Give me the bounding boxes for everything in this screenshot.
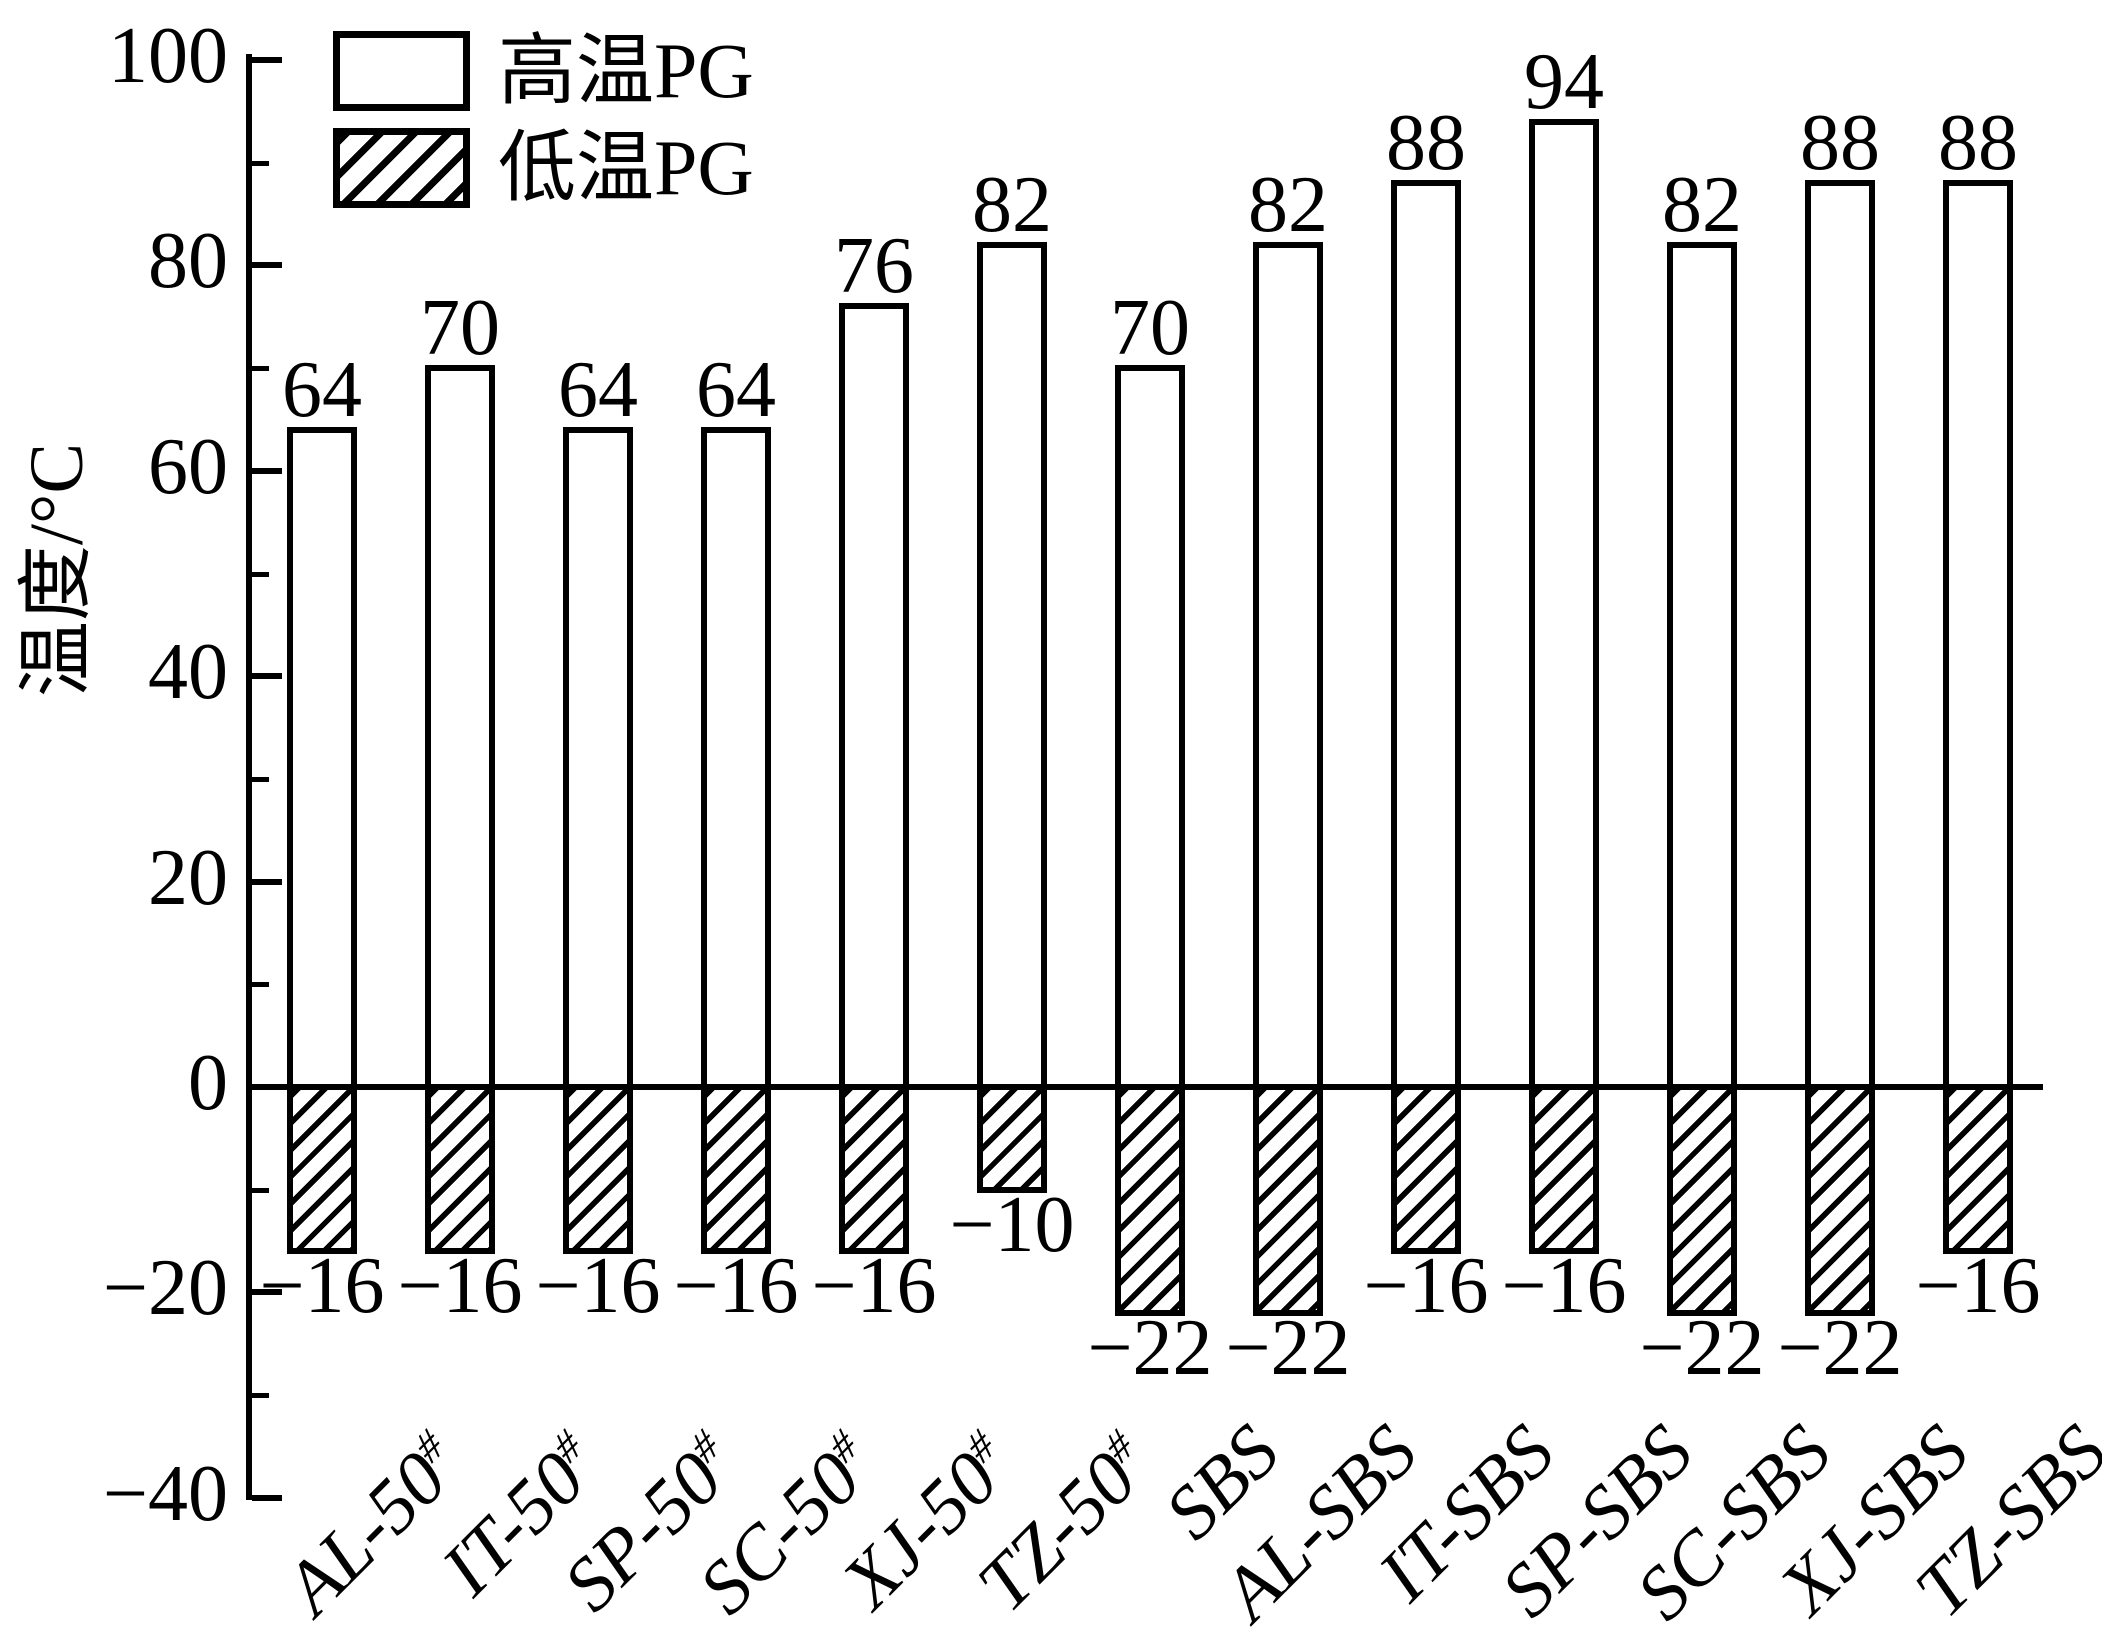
legend-label-high-pg: 高温PG [498,27,754,114]
bar-value-label-low: −16 [259,1242,385,1331]
y-tick-major [252,878,282,885]
y-tick-minor [252,776,269,782]
bar-high-pg [1391,180,1461,1090]
y-tick-minor [252,366,269,372]
legend-item-high-pg: 高温PG [333,30,754,112]
bar-value-label-high: 94 [1524,37,1604,126]
bar-value-label-high: 70 [1110,284,1190,373]
bar-high-pg [1529,118,1599,1090]
y-axis-title: 温度/°C [15,442,99,698]
bar-value-label-high: 70 [420,284,500,373]
y-tick-label: 0 [188,1039,228,1127]
bar-high-pg [1667,241,1737,1090]
y-tick-label: 60 [148,422,228,511]
legend-swatch-solid [333,31,470,111]
bar-low-pg [701,1084,771,1255]
bar-value-label-high: 88 [1800,99,1880,188]
bar-high-pg [563,426,633,1090]
bar-value-label-low: −22 [1777,1303,1903,1392]
bar-value-label-high: 88 [1938,99,2018,188]
bar-value-label-low: −16 [811,1242,937,1331]
bar-low-pg [425,1084,495,1255]
bar-low-pg [1805,1084,1875,1316]
legend-swatch-hatched [333,128,470,208]
bar-high-pg [701,426,771,1090]
y-tick-major [252,57,282,63]
y-tick-label: 100 [108,12,228,100]
y-tick-label: 40 [148,628,228,717]
bar-high-pg [1805,180,1875,1090]
legend-item-low-pg: 低温PG [333,127,754,209]
y-axis-line [246,54,252,1500]
bar-low-pg [1115,1084,1185,1316]
y-tick-minor [252,982,269,988]
y-tick-minor [252,571,269,577]
bar-value-label-low: −22 [1087,1303,1213,1392]
bar-value-label-low: −22 [1639,1303,1765,1392]
bar-low-pg [1529,1084,1599,1255]
bar-low-pg [1667,1084,1737,1316]
y-tick-minor [252,1187,269,1193]
bar-value-label-high: 82 [1662,160,1742,249]
bar-high-pg [425,365,495,1090]
bar-value-label-low: −16 [535,1242,661,1331]
bar-high-pg [1253,241,1323,1090]
bar-high-pg [839,303,909,1090]
y-tick-major [252,673,282,680]
bar-low-pg [839,1084,909,1255]
zero-axis-line [246,1084,2043,1090]
bar-value-label-high: 76 [834,222,914,311]
bar-low-pg [1391,1084,1461,1255]
bar-high-pg [287,426,357,1090]
bar-value-label-low: −16 [397,1242,523,1331]
y-tick-label: −20 [102,1244,228,1333]
bar-low-pg [287,1084,357,1255]
bar-value-label-low: −16 [1501,1242,1627,1331]
bar-value-label-low: −10 [949,1180,1075,1269]
bar-low-pg [1943,1084,2013,1255]
bar-value-label-high: 64 [696,345,776,434]
bar-value-label-high: 88 [1386,99,1466,188]
bar-value-label-high: 64 [282,345,362,434]
bar-value-label-high: 82 [1248,160,1328,249]
bar-value-label-high: 82 [972,160,1052,249]
y-tick-major [252,1494,282,1501]
y-tick-major [252,1289,282,1296]
bar-value-label-high: 64 [558,345,638,434]
y-tick-minor [252,160,269,166]
y-tick-label: 80 [148,217,228,306]
bar-value-label-low: −16 [1915,1242,2041,1331]
bar-high-pg [1943,180,2013,1090]
y-tick-label: −40 [102,1449,228,1538]
y-tick-minor [252,1393,269,1399]
bar-low-pg [977,1084,1047,1193]
y-tick-label: 20 [148,833,228,922]
legend: 高温PG 低温PG [333,30,754,224]
bar-high-pg [977,241,1047,1090]
bar-value-label-low: −16 [1363,1242,1489,1331]
bar-low-pg [563,1084,633,1255]
bar-high-pg [1115,365,1185,1090]
y-tick-major [252,467,282,474]
bar-value-label-low: −22 [1225,1303,1351,1392]
bar-value-label-low: −16 [673,1242,799,1331]
bar-low-pg [1253,1084,1323,1316]
legend-label-low-pg: 低温PG [498,124,754,211]
y-tick-major [252,262,282,269]
